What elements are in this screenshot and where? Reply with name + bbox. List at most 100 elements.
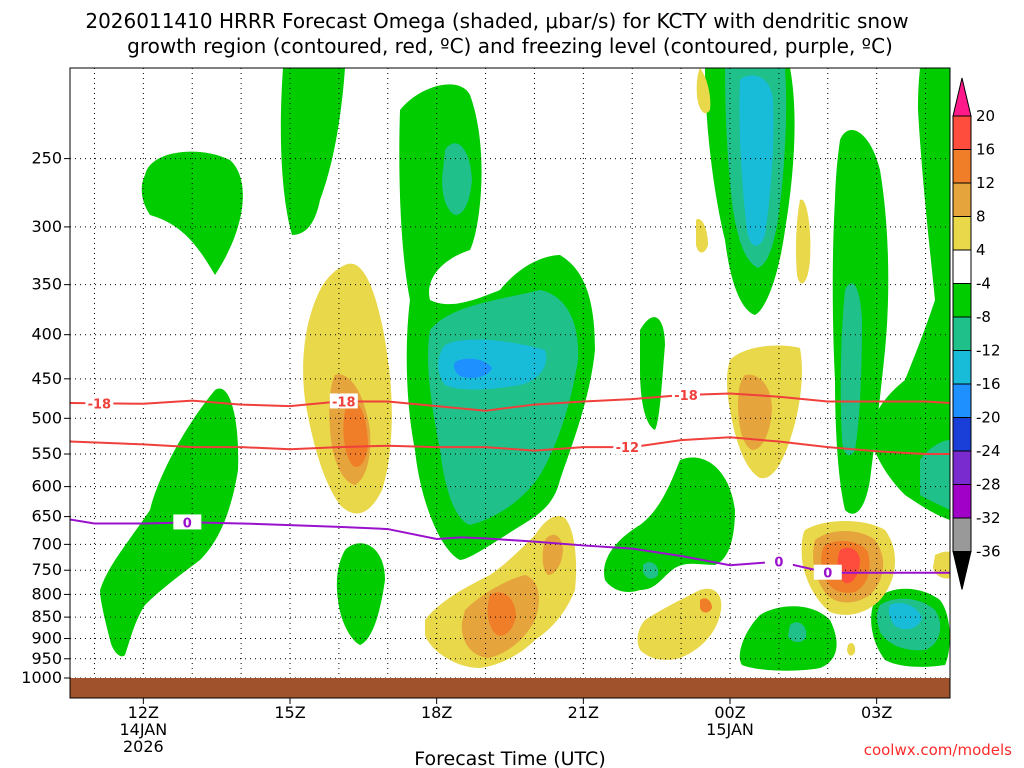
x-axis-title: Forecast Time (UTC): [414, 748, 605, 768]
y-tick-label: 250: [31, 149, 62, 168]
colorbar-segment: [952, 383, 972, 418]
omega-region: [796, 199, 811, 284]
colorbar-segment: [952, 350, 972, 385]
x-tick-label: 15JAN: [706, 720, 754, 739]
colorbar: 20 16 12 8 4 -4 -8 -12 -16 -20 -24 -28 -32 -36: [952, 77, 1001, 590]
omega-region: [700, 598, 712, 613]
colorbar-label: 4: [976, 241, 986, 259]
contour-label: -18: [332, 395, 356, 410]
y-tick-label: 700: [31, 534, 62, 553]
omega-region: [739, 606, 837, 671]
omega-region: [454, 358, 492, 378]
omega-region: [840, 283, 862, 456]
colorbar-label: 8: [976, 208, 986, 226]
x-tick-label: 18Z: [421, 703, 452, 722]
y-tick-label: 450: [31, 369, 62, 388]
omega-region: [739, 75, 774, 246]
omega-region: [280, 68, 345, 235]
omega-region: [888, 603, 922, 630]
credit-text: coolwx.com/models: [864, 741, 1012, 759]
y-tick-label: 600: [31, 477, 62, 496]
contour-label-bg: [85, 395, 114, 411]
chart-title-line2: growth region (contoured, red, ºC) and f…: [127, 34, 893, 58]
gridlines: [70, 68, 950, 679]
omega-region: [640, 317, 665, 430]
y-tick-label: 950: [31, 649, 62, 668]
y-tick-label: 400: [31, 325, 62, 344]
colorbar-label: 20: [976, 107, 995, 125]
colorbar-label: -24: [976, 442, 1001, 460]
y-tick-label: 500: [31, 408, 62, 427]
contour-label-bg: [813, 564, 842, 580]
contour-label: -18: [88, 397, 112, 412]
omega-region: [847, 642, 856, 656]
contour-label-bg: [173, 514, 202, 530]
colorbar-segment: [952, 417, 972, 452]
x-tick-label: 15Z: [274, 703, 305, 722]
y-tick-label: 850: [31, 607, 62, 626]
y-tick-label: 800: [31, 584, 62, 603]
ground-bar: [70, 678, 950, 698]
contour-line-1: [70, 392, 950, 412]
colorbar-label: -12: [976, 342, 1001, 360]
contour-label: 0: [183, 516, 192, 531]
y-tick-label: 350: [31, 275, 62, 294]
plot-frame: [69, 67, 951, 699]
contour-label: 0: [823, 567, 832, 582]
colorbar-label: -28: [976, 476, 1001, 494]
colorbar-segment: [952, 484, 972, 519]
colorbar-segment: [952, 316, 972, 351]
omega-region: [696, 68, 711, 114]
contour-label-bg: [329, 393, 358, 409]
colorbar-label: -4: [976, 275, 991, 293]
colorbar-segment: [952, 216, 972, 251]
colorbar-segment: [952, 115, 972, 150]
y-tick-label: 1000: [21, 668, 62, 687]
omega-shading: [100, 68, 950, 671]
contour-label: -12: [616, 441, 640, 456]
y-tick-label: 750: [31, 560, 62, 579]
y-tick-label: 900: [31, 629, 62, 648]
omega-region: [920, 440, 950, 510]
x-tick-label: 21Z: [568, 703, 599, 722]
omega-region: [542, 534, 563, 575]
x-tick-label: 14JAN: [119, 720, 167, 739]
x-tick-label: 03Z: [861, 703, 892, 722]
colorbar-segment: [952, 182, 972, 217]
colorbar-segment: [952, 283, 972, 318]
colorbar-segment: [952, 517, 972, 552]
x-tick-label: 00Z: [714, 703, 745, 722]
contour-label-bg: [764, 553, 793, 569]
y-tick-label: 650: [31, 507, 62, 526]
colorbar-label: 16: [976, 141, 995, 159]
omega-region: [837, 547, 860, 584]
omega-region: [738, 374, 772, 450]
omega-region: [870, 68, 950, 520]
omega-region: [487, 592, 516, 636]
x-tick-label: 12Z: [128, 703, 159, 722]
y-tick-label: 300: [31, 217, 62, 236]
omega-region: [604, 457, 735, 592]
y-axis-labels: 250 300 350 400 450 500 550 600 650 700 750 800 850 9…: [21, 149, 70, 687]
contour-label-bg: [672, 386, 700, 402]
colorbar-label: -20: [976, 409, 1001, 427]
colorbar-label: -16: [976, 375, 1001, 393]
omega-region: [788, 622, 807, 643]
chart-title-line1: 2026011410 HRRR Forecast Omega (shaded, …: [85, 9, 908, 33]
colorbar-top-triangle: [952, 77, 972, 117]
colorbar-label: -8: [976, 308, 991, 326]
contour-label-bg: [613, 439, 642, 455]
x-tick-label: 2026: [123, 737, 164, 756]
y-tick-label: 550: [31, 444, 62, 463]
colorbar-label: -36: [976, 543, 1001, 561]
contour-lines: -18 -18 -18 -12 0 0 0: [70, 386, 950, 582]
contour-label: 0: [774, 556, 783, 571]
contour-line-2: [70, 436, 950, 456]
colorbar-label: 12: [976, 174, 995, 192]
omega-region: [442, 143, 472, 215]
colorbar-segment: [952, 149, 972, 184]
colorbar-segment: [952, 450, 972, 485]
colorbar-label: -32: [976, 509, 1001, 527]
